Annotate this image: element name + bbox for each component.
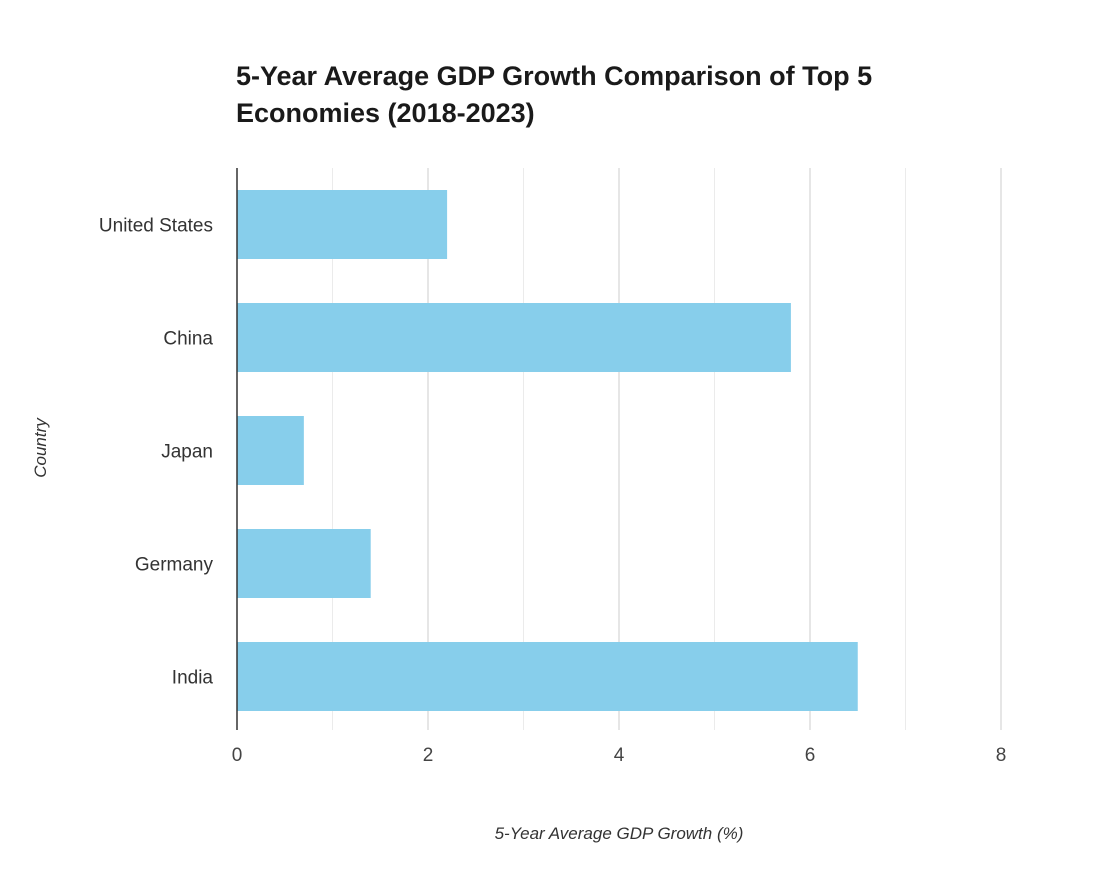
x-tick-label: 0 bbox=[232, 745, 243, 766]
category-label: India bbox=[172, 668, 214, 689]
bar-china[interactable] bbox=[237, 303, 791, 372]
bar-germany[interactable] bbox=[237, 529, 371, 598]
x-tick-label: 4 bbox=[614, 745, 625, 766]
y-axis-title: Country bbox=[31, 417, 50, 478]
bar-india[interactable] bbox=[237, 642, 858, 711]
chart-title: 5-Year Average GDP Growth Comparison of … bbox=[236, 61, 873, 128]
x-tick-label: 8 bbox=[996, 745, 1007, 766]
category-label: China bbox=[163, 329, 213, 350]
category-label: United States bbox=[99, 216, 213, 237]
x-tick-label: 2 bbox=[423, 745, 434, 766]
bar-united-states[interactable] bbox=[237, 190, 448, 259]
x-tick-label: 6 bbox=[805, 745, 816, 766]
x-axis-title: 5-Year Average GDP Growth (%) bbox=[495, 824, 744, 843]
category-label: Germany bbox=[135, 555, 214, 576]
category-label: Japan bbox=[161, 442, 213, 463]
bar-japan[interactable] bbox=[237, 416, 304, 485]
